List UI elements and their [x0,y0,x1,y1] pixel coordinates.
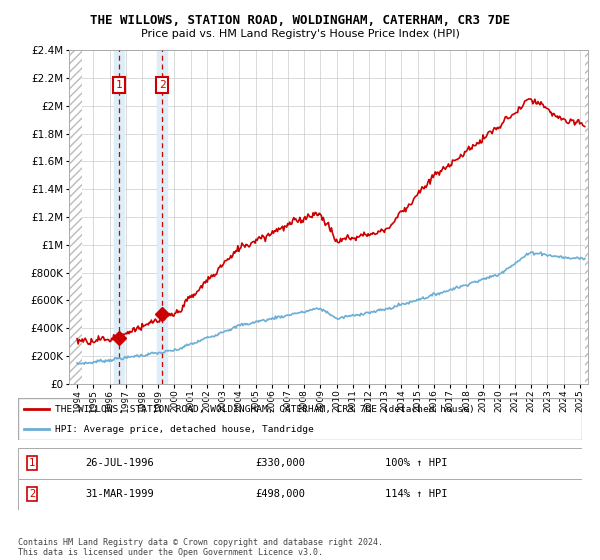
Text: 114% ↑ HPI: 114% ↑ HPI [385,489,447,499]
Text: 2: 2 [29,489,35,499]
Text: 2: 2 [159,80,166,90]
Text: 1: 1 [115,80,122,90]
Text: THE WILLOWS, STATION ROAD, WOLDINGHAM, CATERHAM, CR3 7DE (detached house): THE WILLOWS, STATION ROAD, WOLDINGHAM, C… [55,405,475,414]
Bar [585,50,588,384]
Text: THE WILLOWS, STATION ROAD, WOLDINGHAM, CATERHAM, CR3 7DE: THE WILLOWS, STATION ROAD, WOLDINGHAM, C… [90,14,510,27]
Text: HPI: Average price, detached house, Tandridge: HPI: Average price, detached house, Tand… [55,424,313,433]
Text: Contains HM Land Registry data © Crown copyright and database right 2024.
This d: Contains HM Land Registry data © Crown c… [18,538,383,557]
Text: £330,000: £330,000 [255,459,305,468]
Text: £498,000: £498,000 [255,489,305,499]
Bar [114,50,124,384]
Bar [69,50,82,384]
Text: 100% ↑ HPI: 100% ↑ HPI [385,459,447,468]
Text: Price paid vs. HM Land Registry's House Price Index (HPI): Price paid vs. HM Land Registry's House … [140,29,460,39]
Bar [157,50,167,384]
Text: 1: 1 [29,459,35,468]
Text: 26-JUL-1996: 26-JUL-1996 [86,459,154,468]
Text: 31-MAR-1999: 31-MAR-1999 [86,489,154,499]
